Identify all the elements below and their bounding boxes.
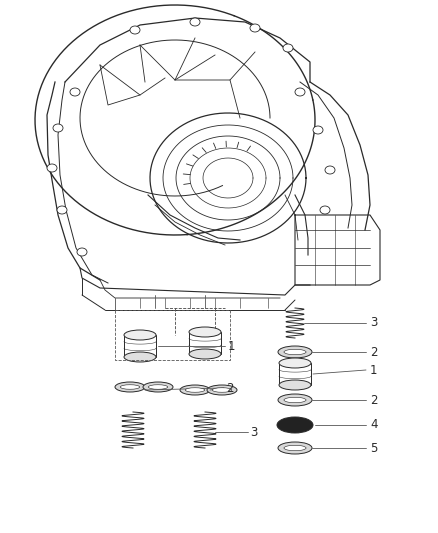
Ellipse shape bbox=[148, 385, 168, 389]
Ellipse shape bbox=[53, 124, 63, 132]
Ellipse shape bbox=[278, 394, 312, 406]
Ellipse shape bbox=[180, 385, 210, 395]
Text: 3: 3 bbox=[370, 317, 378, 329]
Ellipse shape bbox=[185, 387, 205, 392]
Text: 5: 5 bbox=[370, 441, 378, 455]
Ellipse shape bbox=[277, 417, 313, 433]
Ellipse shape bbox=[283, 44, 293, 52]
Ellipse shape bbox=[284, 445, 306, 451]
Ellipse shape bbox=[295, 88, 305, 96]
Ellipse shape bbox=[189, 327, 221, 337]
Text: 2: 2 bbox=[226, 382, 233, 394]
Text: 2: 2 bbox=[370, 345, 378, 359]
Text: 2: 2 bbox=[370, 393, 378, 407]
Ellipse shape bbox=[47, 164, 57, 172]
Ellipse shape bbox=[70, 88, 80, 96]
Ellipse shape bbox=[120, 385, 140, 389]
Ellipse shape bbox=[320, 206, 330, 214]
Text: 1: 1 bbox=[228, 340, 236, 352]
Ellipse shape bbox=[124, 330, 156, 340]
Ellipse shape bbox=[190, 18, 200, 26]
Ellipse shape bbox=[189, 349, 221, 359]
Ellipse shape bbox=[284, 397, 306, 403]
Text: 1: 1 bbox=[370, 364, 378, 376]
Ellipse shape bbox=[77, 248, 87, 256]
Ellipse shape bbox=[313, 126, 323, 134]
Ellipse shape bbox=[279, 358, 311, 368]
Ellipse shape bbox=[57, 206, 67, 214]
Ellipse shape bbox=[130, 26, 140, 34]
Ellipse shape bbox=[115, 382, 145, 392]
Text: 3: 3 bbox=[250, 425, 258, 439]
Ellipse shape bbox=[278, 346, 312, 358]
Text: 4: 4 bbox=[370, 418, 378, 432]
Ellipse shape bbox=[124, 352, 156, 362]
Ellipse shape bbox=[278, 442, 312, 454]
Ellipse shape bbox=[207, 385, 237, 395]
Ellipse shape bbox=[279, 380, 311, 390]
Ellipse shape bbox=[325, 166, 335, 174]
Ellipse shape bbox=[143, 382, 173, 392]
Ellipse shape bbox=[250, 24, 260, 32]
Ellipse shape bbox=[212, 387, 232, 392]
Ellipse shape bbox=[284, 349, 306, 354]
